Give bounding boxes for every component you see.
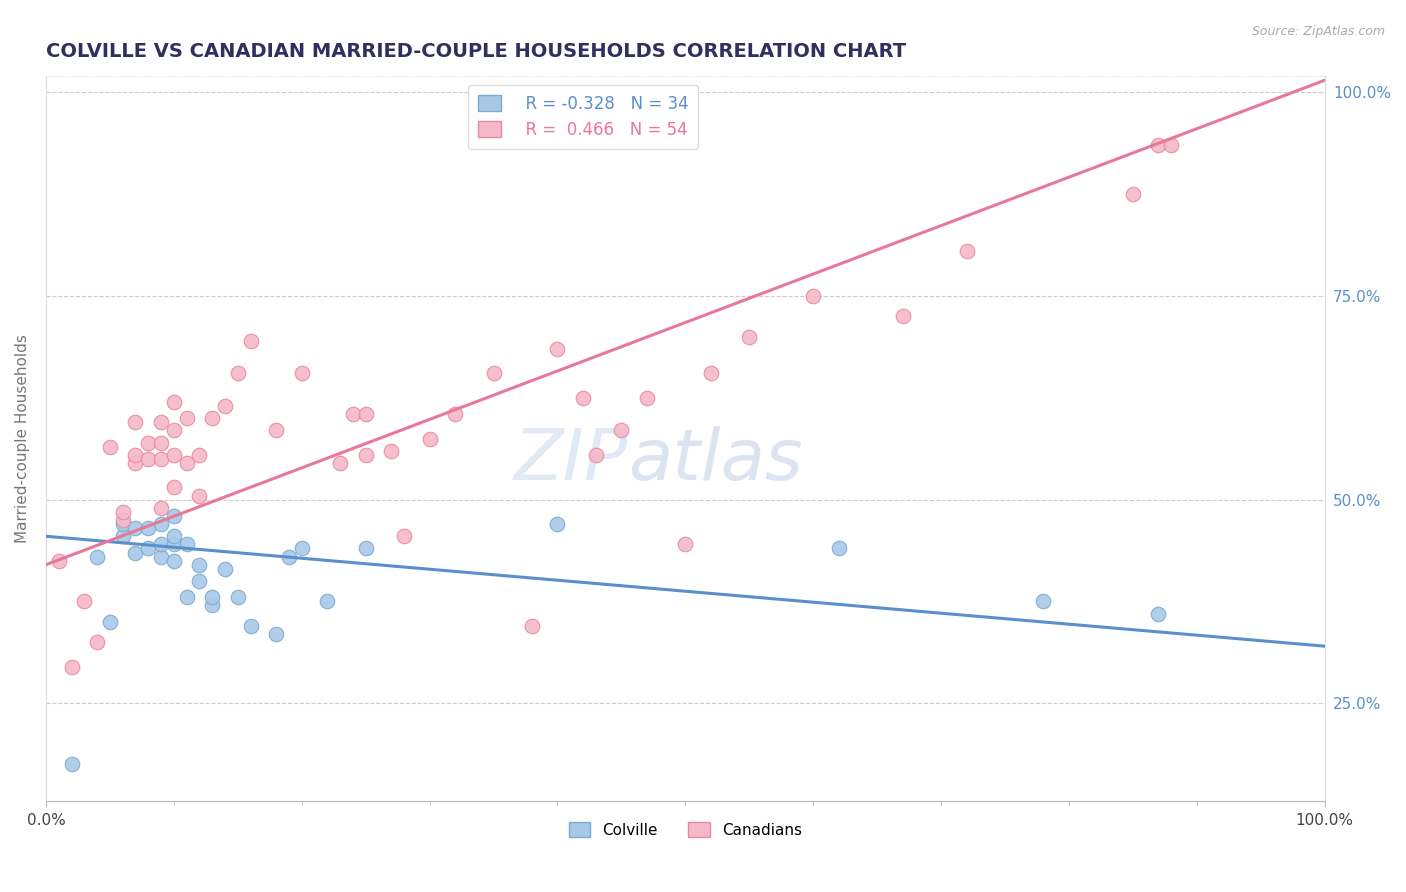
Point [572,391,595,405]
Point [176,411,198,425]
Point [201,591,224,605]
Point [163,424,186,438]
Text: Source: ZipAtlas.com: Source: ZipAtlas.com [1251,25,1385,38]
Point [176,591,198,605]
Text: COLVILLE VS CANADIAN MARRIED-COUPLE HOUSEHOLDS CORRELATION CHART: COLVILLE VS CANADIAN MARRIED-COUPLE HOUS… [46,42,905,61]
Point [150,435,173,450]
Point [1147,138,1170,153]
Point [98,440,121,454]
Point [163,480,186,494]
Text: atlas: atlas [627,425,803,495]
Point [585,448,607,462]
Point [1160,138,1182,153]
Legend: Colville, Canadians: Colville, Canadians [562,816,808,844]
Point [150,451,173,466]
Point [392,529,415,543]
Point [214,562,236,576]
Point [60,659,83,673]
Point [150,537,173,551]
Point [239,334,262,348]
Point [354,541,377,556]
Point [163,448,186,462]
Point [136,521,159,535]
Point [111,505,134,519]
Point [380,443,402,458]
Point [419,432,441,446]
Point [150,549,173,564]
Point [546,516,568,531]
Point [111,529,134,543]
Point [188,448,211,462]
Point [239,619,262,633]
Point [48,554,70,568]
Point [163,395,186,409]
Text: ZIP: ZIP [513,425,627,495]
Point [150,415,173,429]
Point [98,615,121,629]
Point [291,541,314,556]
Point [546,342,568,356]
Point [111,516,134,531]
Point [163,554,186,568]
Point [73,594,96,608]
Point [163,529,186,543]
Point [1032,594,1054,608]
Point [1147,607,1170,621]
Point [738,330,761,344]
Y-axis label: Married-couple Households: Married-couple Households [15,334,30,543]
Point [60,757,83,772]
Point [136,451,159,466]
Point [482,367,505,381]
Point [188,574,211,588]
Point [201,599,224,613]
Point [444,407,467,421]
Point [354,448,377,462]
Point [124,448,146,462]
Point [176,456,198,470]
Point [354,407,377,421]
Point [226,367,249,381]
Point [291,367,314,381]
Point [150,500,173,515]
Point [342,407,364,421]
Point [891,310,914,324]
Point [188,558,211,572]
Point [636,391,658,405]
Point [150,516,173,531]
Point [124,545,146,559]
Point [136,435,159,450]
Point [329,456,352,470]
Point [201,411,224,425]
Point [316,594,339,608]
Point [176,537,198,551]
Point [801,289,824,303]
Point [214,399,236,413]
Point [163,537,186,551]
Point [124,456,146,470]
Point [136,541,159,556]
Point [610,424,633,438]
Point [956,244,979,259]
Point [226,591,249,605]
Point [86,635,108,649]
Point [1122,187,1144,202]
Point [124,415,146,429]
Point [86,549,108,564]
Point [111,513,134,527]
Point [828,541,851,556]
Point [264,627,287,641]
Point [188,489,211,503]
Point [520,619,543,633]
Point [124,521,146,535]
Point [163,508,186,523]
Point [673,537,696,551]
Point [264,424,287,438]
Point [700,367,723,381]
Point [277,549,299,564]
